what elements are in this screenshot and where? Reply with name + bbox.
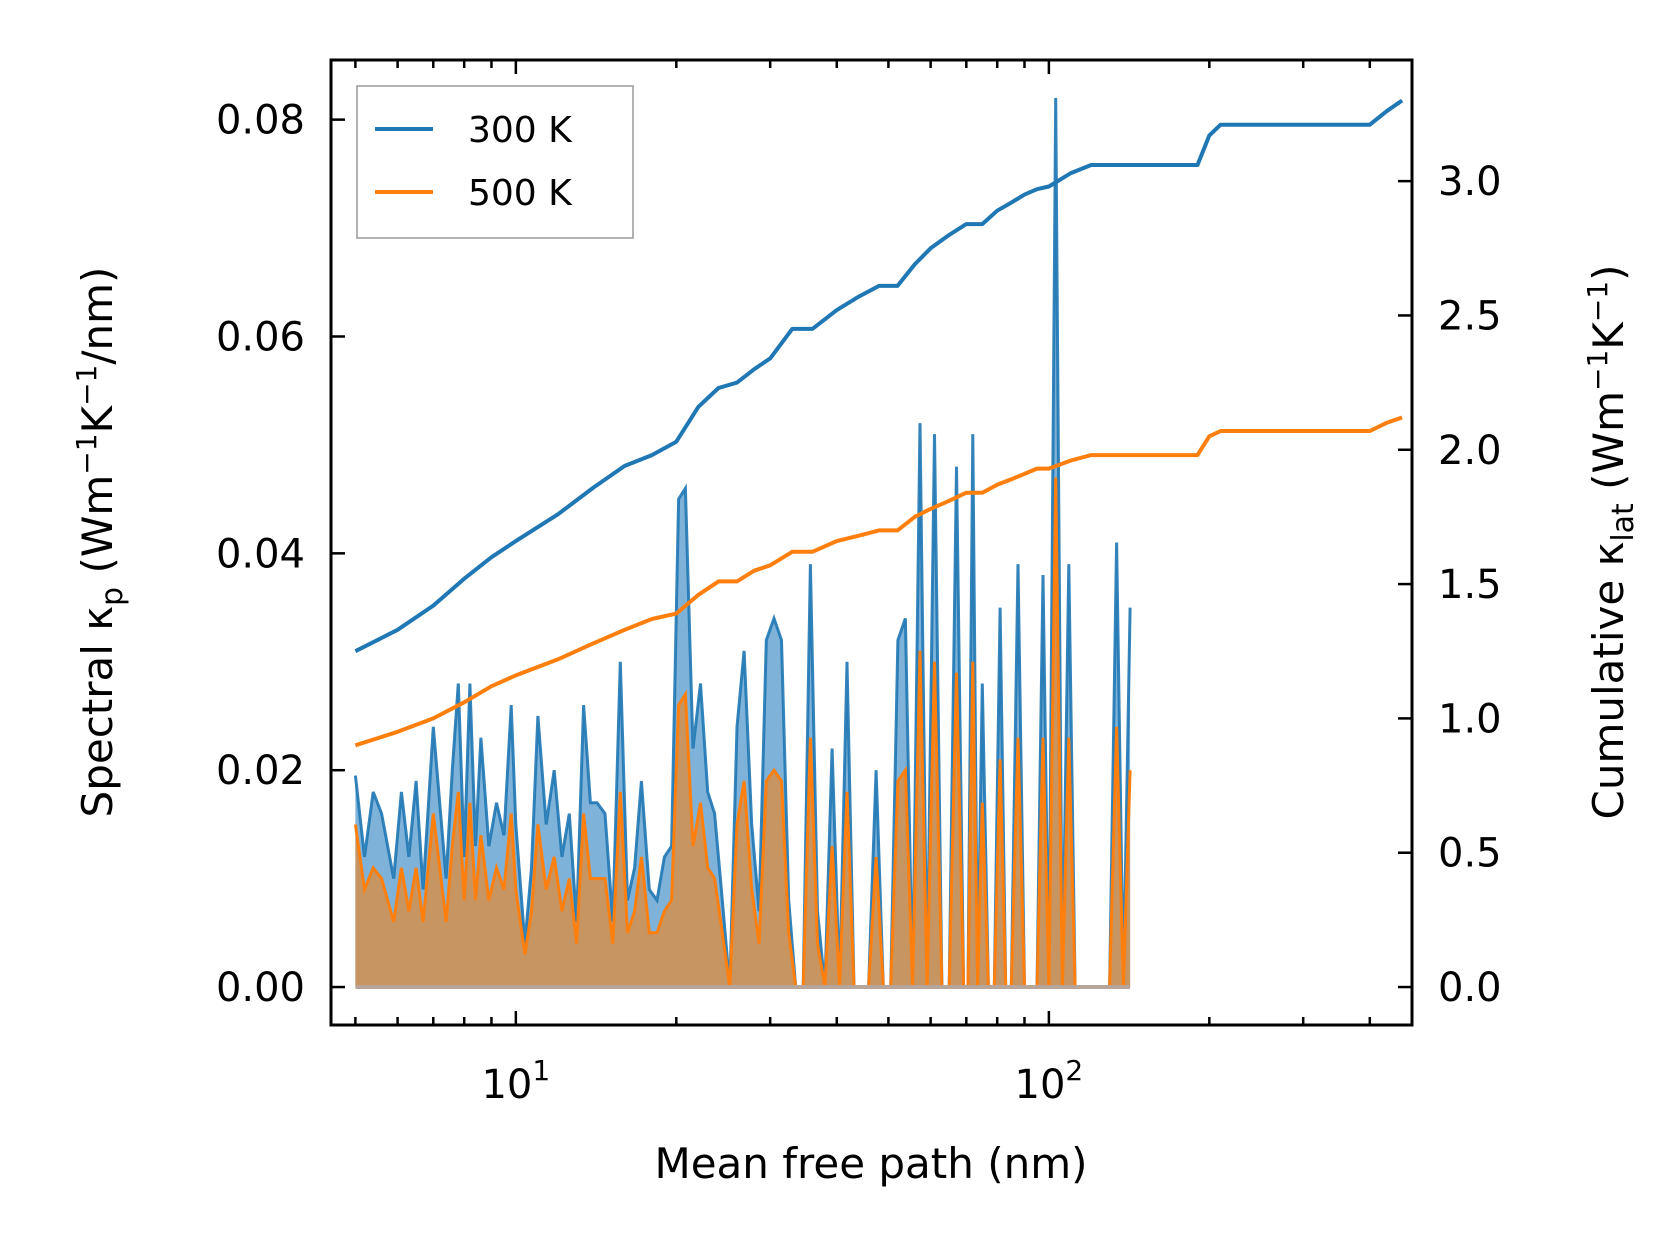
y-tick-label-left: 0.04 [216,531,305,577]
y-tick-label-right: 1.5 [1438,562,1502,608]
legend-box [356,85,634,239]
x-tick-label: 102 [1015,1054,1084,1108]
y-tick-label-right: 2.0 [1438,428,1502,474]
y-tick-label-right: 1.0 [1438,696,1502,742]
plot-frame [329,58,1414,1027]
y-axis-label-right: Cumulative κlat (Wm−1K−1) [1581,265,1641,820]
y-tick-label-left: 0.00 [216,965,305,1011]
y-tick-label-right: 3.0 [1438,159,1502,205]
y-tick-label-left: 0.02 [216,748,305,794]
y-tick-label-right: 2.5 [1438,293,1502,339]
legend: 300 K 500 K [356,85,634,239]
y-tick-label-right: 0.5 [1438,831,1502,877]
spectral-500k-area [355,477,1131,988]
cumulative-500k-line [354,415,1403,748]
y-tick-label-right: 0.0 [1438,965,1502,1011]
x-tick-label: 101 [481,1054,550,1108]
y-axis-label-left: Spectral κp (Wm−1K−1/nm) [70,267,130,818]
x-axis-label: Mean free path (nm) [654,1139,1087,1188]
y-tick-label-left: 0.08 [216,98,305,144]
cumulative-300k-line [354,98,1404,653]
legend-label-500k: 500 K [468,173,573,214]
legend-label-300k: 300 K [468,110,573,151]
y-tick-label-left: 0.06 [216,314,305,360]
